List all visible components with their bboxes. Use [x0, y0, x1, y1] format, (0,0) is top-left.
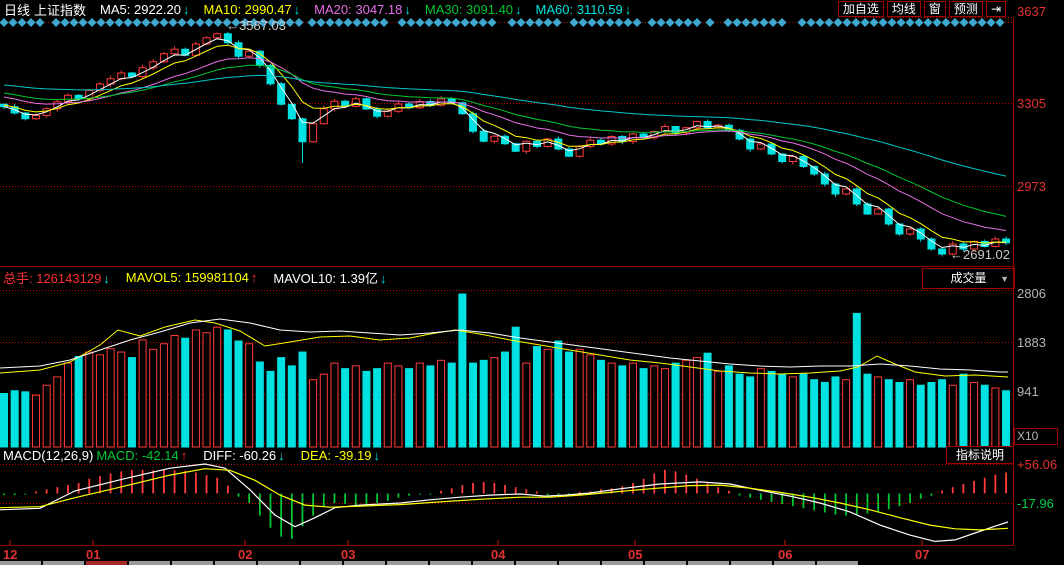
scrollbar-segment[interactable]: [430, 561, 471, 565]
volume-legend-item: MAVOL5: 159981104 ↑: [126, 270, 258, 285]
price-candlestick-chart[interactable]: [0, 31, 1011, 257]
macd-axis-label: -17.96: [1017, 496, 1054, 511]
down-arrow-icon: ↓: [624, 1, 632, 17]
ma-item: MA20: 3047.18 ↓: [314, 2, 411, 17]
down-arrow-icon: ↓: [379, 270, 387, 286]
volume-unit-label: X10: [1014, 428, 1058, 445]
price-axis-label: 2973: [1017, 179, 1046, 194]
indicator-help-button[interactable]: 指标说明: [946, 446, 1014, 464]
x-axis-month-label: 03: [341, 547, 356, 562]
ma-label: MA10: 2990.47: [203, 1, 292, 17]
ma-item: MA10: 2990.47 ↓: [203, 2, 300, 17]
macd-params-label: MACD(12,26,9): [3, 447, 94, 463]
volume-legend-label: 总手: 126143129: [3, 270, 102, 286]
ma-item: MA60: 3110.59 ↓: [536, 2, 632, 17]
scrollbar-segment[interactable]: [817, 561, 858, 565]
x-axis-month-label: 02: [238, 547, 253, 562]
toolbar-button-加自选[interactable]: 加自选: [837, 1, 884, 17]
down-arrow-icon: ↓: [404, 1, 411, 17]
scrollbar-segment[interactable]: [516, 561, 557, 565]
volume-axis-label: 941: [1017, 384, 1039, 399]
ma-label: MA20: 3047.18: [314, 1, 403, 17]
scrollbar-segment[interactable]: [602, 561, 643, 565]
collapse-panel-icon[interactable]: ⇥: [985, 1, 1006, 17]
scrollbar-segment[interactable]: [688, 561, 729, 565]
volume-legend-label: MAVOL5: 159981104: [125, 269, 249, 285]
x-axis-month-label: 12: [3, 547, 18, 562]
scrollbar-segment[interactable]: [774, 561, 815, 565]
up-arrow-icon: ↑: [180, 447, 188, 463]
scrollbar-segment[interactable]: [473, 561, 514, 565]
down-arrow-icon: ↓: [515, 1, 522, 17]
scrollbar-segment[interactable]: [43, 561, 84, 565]
ma-label: MA30: 3091.40: [424, 1, 514, 17]
macd-legend-item: DEA: -39.19 ↓: [301, 448, 380, 463]
volume-axis-label: 1883: [1017, 335, 1046, 350]
scrollbar-segment[interactable]: [172, 561, 213, 565]
macd-legend-label: DEA: -39.19: [300, 447, 372, 463]
scrollbar-segment[interactable]: [258, 561, 299, 565]
scrollbar-segment[interactable]: [645, 561, 686, 565]
indicator-selector-label: 成交量: [950, 271, 987, 285]
volume-legend-item: MAVOL10: 1.39亿 ↓: [273, 268, 386, 287]
macd-axis-label: +56.06: [1017, 457, 1058, 472]
annotation-period-high: ←3587.03: [226, 18, 286, 33]
indicator-selector-dropdown[interactable]: 成交量 ▼: [922, 268, 1015, 289]
top-bar: 日线 上证指数 MA5: 2922.20 ↓ MA10: 2990.47 ↓ MA20:…: [0, 0, 1064, 18]
toolbar-button-窗[interactable]: 窗: [923, 1, 946, 17]
macd-legend-label: MACD: -42.14: [96, 447, 179, 463]
ma-item: MA5: 2922.20 ↓: [100, 2, 189, 17]
annotation-period-low: ←2691.02: [950, 247, 1010, 262]
macd-chart[interactable]: [0, 463, 1009, 543]
period-label[interactable]: 日线: [4, 2, 31, 18]
volume-chart[interactable]: [0, 293, 1011, 448]
macd-legend-label: DIFF: -60.26: [203, 447, 277, 463]
volume-legend-label: MAVOL10: 1.39亿: [273, 270, 378, 286]
price-axis-max-label: 3637: [1017, 4, 1046, 19]
macd-header: MACD(12,26,9) MACD: -42.14 ↑ DIFF: -60.26 ↓ D…: [0, 447, 380, 463]
toolbar-button-预测[interactable]: 预测: [948, 1, 983, 17]
scrollbar-segment[interactable]: [301, 561, 342, 565]
ma-legend: MA5: 2922.20 ↓ MA10: 2990.47 ↓ MA20: 3047.18…: [86, 2, 631, 17]
x-axis-month-label: 06: [778, 547, 793, 562]
y-axis-line: [1013, 18, 1014, 546]
down-arrow-icon: ↓: [373, 447, 380, 463]
down-arrow-icon: ↓: [103, 270, 110, 286]
volume-legend-item: 总手: 126143129 ↓: [3, 268, 110, 287]
scrollbar-segment[interactable]: [0, 561, 41, 565]
macd-legend-item: DIFF: -60.26 ↓: [203, 448, 284, 463]
panel-separator: [0, 266, 1014, 267]
symbol-name: 上证指数: [34, 2, 87, 18]
price-axis-label: 3305: [1017, 96, 1046, 111]
toolbar-button-均线[interactable]: 均线: [886, 1, 921, 17]
x-axis-month-label: 01: [86, 547, 101, 562]
macd-legend-item: MACD: -42.14 ↑: [96, 448, 187, 463]
scrollbar-segment[interactable]: [559, 561, 600, 565]
down-arrow-icon: ↓: [182, 1, 190, 17]
x-axis-line: [0, 545, 1014, 546]
scrollbar-segment[interactable]: [387, 561, 428, 565]
top-bar-buttons: 加自选 均线窗预测 ⇥: [837, 1, 1006, 17]
ma-label: MA5: 2922.20: [100, 1, 181, 17]
scrollbar-segment[interactable]: [344, 561, 385, 565]
scrollbar-segment[interactable]: [215, 561, 256, 565]
x-axis-month-label: 04: [491, 547, 506, 562]
down-arrow-icon: ↓: [293, 1, 301, 17]
ma-label: MA60: 3110.59: [535, 1, 623, 17]
scrollbar-segment[interactable]: [86, 561, 127, 565]
down-arrow-icon: ↓: [278, 447, 285, 463]
diamond-marker-row: [0, 18, 1005, 27]
volume-header: 总手: 126143129 ↓ MAVOL5: 159981104 ↑ MAVOL10:…: [0, 267, 386, 287]
ma-item: MA30: 3091.40 ↓: [425, 2, 522, 17]
scrollbar-segment[interactable]: [129, 561, 170, 565]
scrollbar-segment[interactable]: [731, 561, 772, 565]
volume-axis-label: 2806: [1017, 286, 1046, 301]
x-axis-month-label: 07: [915, 547, 930, 562]
x-axis-month-label: 05: [628, 547, 643, 562]
up-arrow-icon: ↑: [250, 269, 258, 285]
dropdown-arrow-icon: ▼: [1000, 274, 1009, 284]
